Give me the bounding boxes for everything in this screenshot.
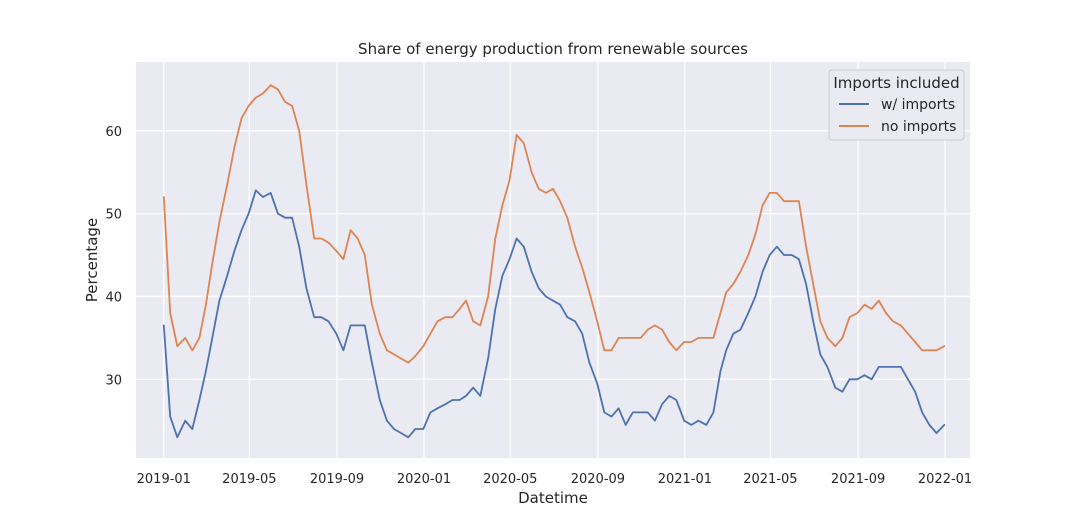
y-tick-label: 50 [105,208,122,223]
legend-label-no-imports: no imports [881,119,956,135]
y-axis-label: Percentage [83,218,101,302]
x-tick-label: 2022-01 [918,472,972,487]
x-tick-label: 2021-01 [658,472,712,487]
series-line-w-imports [162,189,946,439]
series-layer [162,84,946,439]
x-axis-label: Datetime [518,489,588,507]
x-tick-label: 2019-05 [222,472,276,487]
x-tick-label: 2019-01 [137,472,191,487]
x-axis-ticks: 2019-01 2019-05 2019-09 2020-01 2020-05 2020-… [137,472,973,487]
x-tick-label: 2020-09 [571,472,625,487]
x-tick-label: 2020-05 [483,472,537,487]
y-axis-ticks: 30 40 50 60 [105,125,122,389]
chart-title: Share of energy production from renewabl… [358,40,748,58]
legend: Imports included w/ imports no imports [828,69,965,141]
legend-box [828,69,965,141]
y-tick-label: 30 [105,373,122,388]
series-line-no-imports [162,84,946,364]
y-tick-label: 60 [105,125,122,140]
legend-title: Imports included [833,74,959,92]
x-tick-label: 2020-01 [397,472,451,487]
x-tick-label: 2021-05 [743,472,797,487]
y-tick-label: 40 [105,290,122,305]
legend-label-w-imports: w/ imports [881,97,955,113]
x-tick-label: 2021-09 [831,472,885,487]
x-tick-label: 2019-09 [310,472,364,487]
